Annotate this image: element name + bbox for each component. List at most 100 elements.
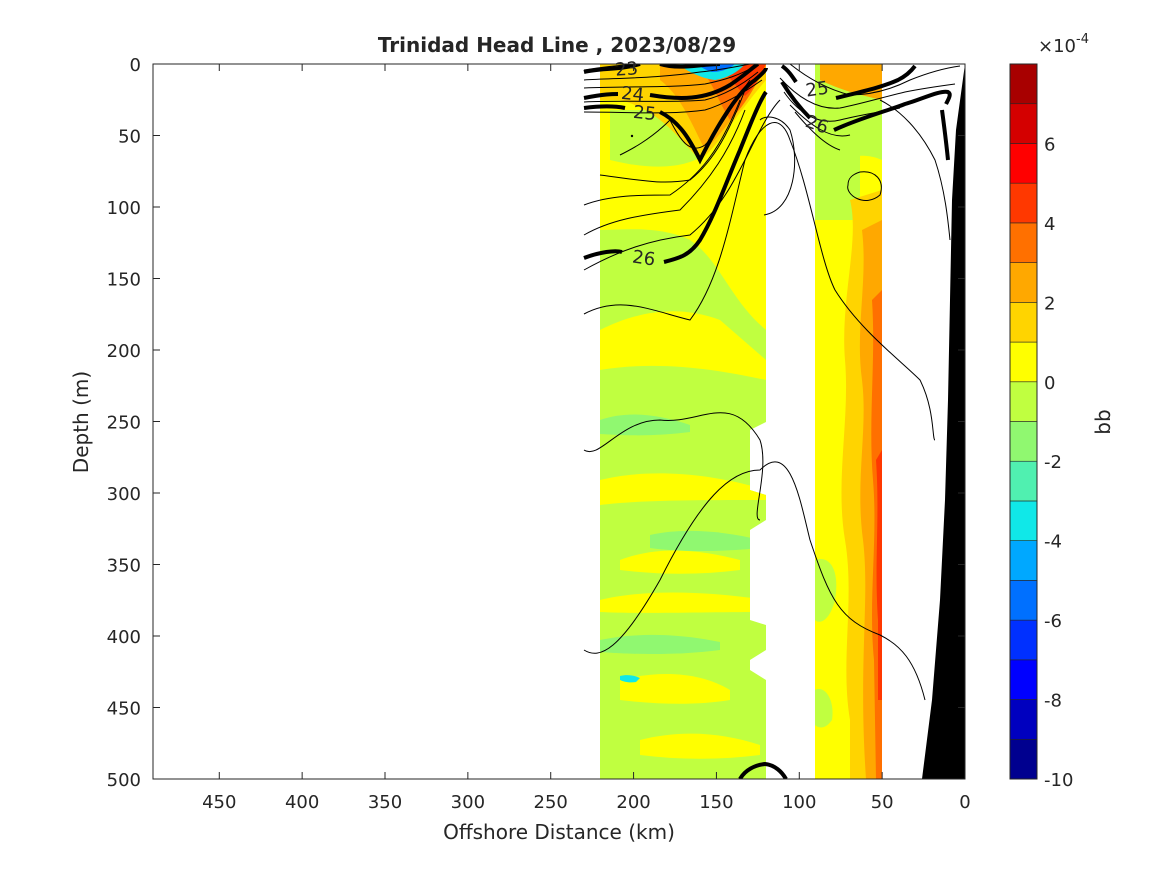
plot-area: 23 24 25 25 26 26 <box>152 58 966 780</box>
contour-line <box>583 99 741 206</box>
contour-label: 24 <box>620 83 645 106</box>
colorbar-swatch <box>1009 500 1038 541</box>
colorbar-swatch <box>1009 540 1038 581</box>
x-tick-label: 350 <box>368 792 402 813</box>
data-band-nearshore <box>815 64 882 779</box>
contour-line-bold <box>940 109 950 161</box>
y-tick-label: 0 <box>130 55 141 76</box>
y-tick-label: 250 <box>107 413 141 434</box>
contour-line-bold <box>835 64 917 100</box>
contour-line-bold <box>583 64 641 74</box>
colorbar-exponent-power: -4 <box>1076 32 1089 47</box>
colorbar-swatch <box>1009 580 1038 621</box>
contour-line <box>789 104 851 137</box>
colorbar-swatch <box>1009 262 1038 303</box>
colorbar-swatch <box>1009 63 1038 105</box>
colorbar-tick-label: 2 <box>1044 293 1055 314</box>
contour-layer <box>583 64 961 779</box>
contour-line <box>583 461 926 701</box>
y-tick-label: 350 <box>107 556 141 577</box>
bottom-topography <box>922 64 965 779</box>
contour-line <box>599 89 746 183</box>
colorbar-swatch <box>1009 460 1038 502</box>
colorbar-swatch <box>1009 619 1038 661</box>
y-tick-label: 200 <box>107 341 141 362</box>
y-tick-label: 300 <box>107 484 141 505</box>
colorbar-swatches <box>1009 63 1038 780</box>
contour-line <box>583 109 746 236</box>
colorbar-tick-label: 6 <box>1044 134 1055 155</box>
colorbar-swatch <box>1009 659 1038 700</box>
colorbar-swatch <box>1009 421 1038 462</box>
colorbar-exponent-base: ×10 <box>1038 36 1076 57</box>
x-tick-label: 450 <box>202 792 236 813</box>
contour-line <box>759 116 796 216</box>
colorbar-swatch <box>1009 341 1038 383</box>
x-tick-label: 150 <box>699 792 733 813</box>
contour-line-bold <box>659 67 768 165</box>
colorbar-tick-label: 0 <box>1044 373 1055 394</box>
x-tick-label: 50 <box>871 792 894 813</box>
y-tick-label: 500 <box>107 770 141 791</box>
x-tick-label: 400 <box>285 792 319 813</box>
contour-line <box>879 99 951 241</box>
colorbar-border <box>1009 63 1038 780</box>
colorbar-tick-label: -10 <box>1044 770 1073 791</box>
contour-line-bold <box>738 761 788 779</box>
colorbar-tick-label: 4 <box>1044 214 1055 235</box>
colorbar-tick-label: -2 <box>1044 452 1062 473</box>
contour-line <box>789 64 961 96</box>
contour-line-bold <box>649 64 760 100</box>
contour-line <box>794 111 841 151</box>
contour-line <box>847 171 882 201</box>
x-axis: 450 400 350 300 250 200 150 100 50 0 <box>202 64 971 813</box>
contour-line-bold <box>833 89 952 132</box>
colorbar-tick-label: -6 <box>1044 611 1062 632</box>
colorbar-swatch <box>1009 103 1038 144</box>
colorbar-exponent: ×10-4 <box>1038 32 1089 57</box>
contour-line <box>583 64 751 81</box>
contour-line-bold <box>583 104 626 110</box>
colorbar-swatch <box>1009 738 1038 780</box>
contour-label: 25 <box>804 78 830 102</box>
y-tick-label: 50 <box>118 127 141 148</box>
colorbar-tick-label: -4 <box>1044 532 1062 553</box>
colorbar-swatch <box>1009 222 1038 263</box>
contour-line-bold <box>663 90 768 264</box>
contour-label: 23 <box>614 58 638 81</box>
contour-label: 25 <box>632 102 657 125</box>
contour-line <box>583 412 764 521</box>
colorbar-swatch <box>1009 381 1038 422</box>
colorbar-tick-label: -8 <box>1044 691 1062 712</box>
x-axis-label: Offshore Distance (km) <box>443 820 675 844</box>
data-band-offshore <box>600 64 766 779</box>
colorbar-swatch <box>1009 699 1038 740</box>
colorbar-swatch <box>1009 302 1038 343</box>
x-tick-label: 300 <box>451 792 485 813</box>
chart-title: Trinidad Head Line , 2023/08/29 <box>378 33 736 57</box>
y-axis: 0 50 100 150 200 250 300 350 400 450 500 <box>107 55 965 791</box>
x-tick-label: 100 <box>782 792 816 813</box>
contour-line <box>583 65 756 89</box>
y-tick-label: 450 <box>107 699 141 720</box>
filled-contour-layer <box>600 64 882 779</box>
contour-line-bold <box>780 64 798 84</box>
y-tick-label: 100 <box>107 198 141 219</box>
y-axis-label: Depth (m) <box>69 371 93 473</box>
x-tick-label: 200 <box>616 792 650 813</box>
y-tick-label: 150 <box>107 270 141 291</box>
contour-line-bold <box>583 92 619 100</box>
y-tick-label: 400 <box>107 627 141 648</box>
contour-marker-dot <box>630 134 634 138</box>
contour-line-bold <box>583 249 623 260</box>
x-tick-label: 250 <box>534 792 568 813</box>
colorbar-label: bb <box>1091 409 1115 434</box>
x-tick-label: 0 <box>959 792 970 813</box>
colorbar-swatch <box>1009 182 1038 224</box>
contour-line-bold <box>780 80 812 120</box>
colorbar-swatch <box>1009 143 1038 184</box>
contour-label: 26 <box>631 247 657 271</box>
